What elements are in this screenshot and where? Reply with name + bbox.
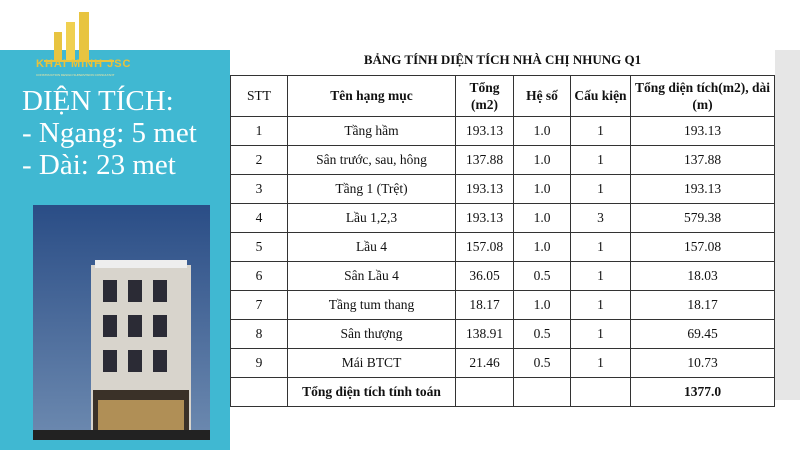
area-width: - Ngang: 5 met [22, 117, 197, 149]
cell-coef: 1.0 [513, 173, 571, 204]
cell-count: 1 [570, 260, 631, 291]
cell-count: 3 [570, 202, 631, 233]
cell-total: 193.13 [455, 202, 514, 233]
cell-stt: 3 [230, 173, 288, 204]
total-row: Tổng diện tích tính toán 1377.0 [230, 376, 775, 407]
cell-total: 36.05 [455, 260, 514, 291]
cell-stt: 4 [230, 202, 288, 233]
cell-total: 138.91 [455, 318, 514, 349]
area-heading: DIỆN TÍCH: [22, 85, 174, 117]
cell-count: 1 [570, 173, 631, 204]
header-count: Cấu kiện [570, 74, 631, 117]
table-title: BẢNG TÍNH DIỆN TÍCH NHÀ CHỊ NHUNG Q1 [230, 45, 775, 76]
cell-coef: 1.0 [513, 115, 571, 146]
table-row: 4 Lầu 1,2,3 193.13 1.0 3 579.38 [230, 202, 775, 233]
cell-count: 1 [570, 231, 631, 262]
cell-coef: 1.0 [513, 289, 571, 320]
cell-name: Sân thượng [287, 318, 456, 349]
cell-stt: 5 [230, 231, 288, 262]
cell-name: Tầng hầm [287, 115, 456, 146]
table-row: 9 Mái BTCT 21.46 0.5 1 10.73 [230, 347, 775, 378]
cell-coef: 0.5 [513, 318, 571, 349]
cell-name: Lầu 4 [287, 231, 456, 262]
right-panel [775, 50, 800, 400]
cell-count: 1 [570, 347, 631, 378]
cell-total: 193.13 [455, 173, 514, 204]
header-area: Tổng diện tích(m2), dài (m) [630, 74, 775, 117]
cell-name: Sân trước, sau, hông [287, 144, 456, 175]
cell-stt: 9 [230, 347, 288, 378]
cell-coef: 1.0 [513, 231, 571, 262]
header-coef: Hệ số [513, 74, 571, 117]
cell-stt: 1 [230, 115, 288, 146]
cell-name: Tầng 1 (Trệt) [287, 173, 456, 204]
cell-area: 193.13 [630, 115, 775, 146]
cell-total: 137.88 [455, 144, 514, 175]
cell-area: 137.88 [630, 144, 775, 175]
logo-name: KHAI MINH JSC [36, 58, 132, 70]
total-value: 1377.0 [630, 376, 775, 407]
building-render-image [33, 205, 210, 440]
table-row: 3 Tầng 1 (Trệt) 193.13 1.0 1 193.13 [230, 173, 775, 204]
cell-total: 18.17 [455, 289, 514, 320]
cell-area: 579.38 [630, 202, 775, 233]
cell-stt: 7 [230, 289, 288, 320]
cell-total: 157.08 [455, 231, 514, 262]
table-row: 2 Sân trước, sau, hông 137.88 1.0 1 137.88 [230, 144, 775, 175]
cell-name: Lầu 1,2,3 [287, 202, 456, 233]
cell-coef: 1.0 [513, 144, 571, 175]
header-stt: STT [230, 74, 288, 117]
table-header: STT Tên hạng mục Tổng (m2) Hệ số Cấu kiệ… [230, 74, 775, 117]
logo-tagline: CONSTRUCTION DESIGN SUPERVISION CONSULTA… [36, 73, 115, 77]
cell-total: 193.13 [455, 115, 514, 146]
cell-stt: 6 [230, 260, 288, 291]
area-table: BẢNG TÍNH DIỆN TÍCH NHÀ CHỊ NHUNG Q1 STT… [230, 45, 775, 407]
cell-area: 157.08 [630, 231, 775, 262]
cell-area: 10.73 [630, 347, 775, 378]
cell-name: Tầng tum thang [287, 289, 456, 320]
cell-area: 18.03 [630, 260, 775, 291]
total-label: Tổng diện tích tính toán [287, 376, 456, 407]
table-row: 7 Tầng tum thang 18.17 1.0 1 18.17 [230, 289, 775, 320]
cell-area: 18.17 [630, 289, 775, 320]
table-row: 6 Sân Lầu 4 36.05 0.5 1 18.03 [230, 260, 775, 291]
table-row: 8 Sân thượng 138.91 0.5 1 69.45 [230, 318, 775, 349]
cell-coef: 1.0 [513, 202, 571, 233]
header-name: Tên hạng mục [287, 74, 456, 117]
cell-count: 1 [570, 115, 631, 146]
area-length: - Dài: 23 met [22, 149, 176, 181]
table-row: 5 Lầu 4 157.08 1.0 1 157.08 [230, 231, 775, 262]
cell-count: 1 [570, 144, 631, 175]
cell-name: Sân Lầu 4 [287, 260, 456, 291]
cell-total: 21.46 [455, 347, 514, 378]
header-total: Tổng (m2) [455, 74, 514, 117]
table-row: 1 Tầng hầm 193.13 1.0 1 193.13 [230, 115, 775, 146]
cell-name: Mái BTCT [287, 347, 456, 378]
area-info: DIỆN TÍCH: - Ngang: 5 met - Dài: 23 met [22, 85, 197, 181]
cell-coef: 0.5 [513, 260, 571, 291]
cell-count: 1 [570, 289, 631, 320]
cell-count: 1 [570, 318, 631, 349]
cell-coef: 0.5 [513, 347, 571, 378]
cell-stt: 2 [230, 144, 288, 175]
cell-area: 193.13 [630, 173, 775, 204]
logo-buildings-icon [44, 12, 114, 62]
cell-area: 69.45 [630, 318, 775, 349]
cell-stt: 8 [230, 318, 288, 349]
